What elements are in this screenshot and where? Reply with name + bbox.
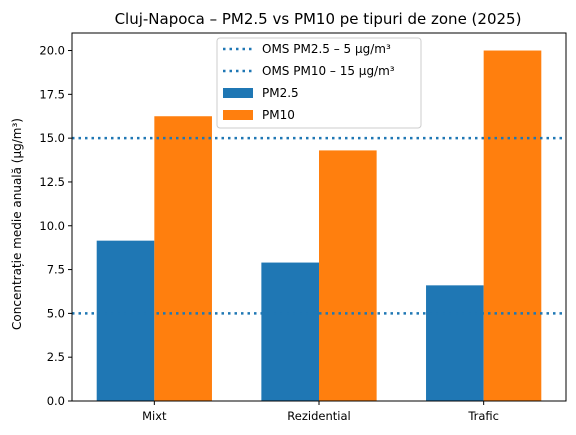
bar-pm25-0 [96,240,155,401]
x-tick-label: Rezidential [287,409,350,423]
y-tick-label: 7.5 [47,263,65,277]
chart-title: Cluj-Napoca – PM2.5 vs PM10 pe tipuri de… [115,10,522,28]
bars-group [96,50,542,402]
x-axis-ticks: Mixt Rezidential Trafic [142,401,499,423]
bar-pm10-2 [483,50,542,402]
y-axis-label: Concentrație medie anuală (µg/m³) [10,118,24,330]
bar-pm25-1 [261,262,319,401]
y-axis-ticks: 0.0 2.5 5.0 7.5 10.0 12.5 15.0 17.5 20.0 [39,44,72,408]
y-tick-label: 10.0 [39,219,65,233]
reference-lines-group [72,136,566,315]
y-tick-label: 12.5 [39,175,65,189]
y-tick-label: 15.0 [39,131,65,145]
legend-label: PM10 [262,108,295,122]
bar-pm10-1 [319,150,377,401]
y-tick-label: 2.5 [47,350,65,364]
bar-pm10-0 [154,116,212,401]
y-tick-label: 17.5 [39,87,65,101]
x-tick-label: Trafic [467,409,499,423]
legend: OMS PM2.5 – 5 µg/m³ OMS PM10 – 15 µg/m³ PM… [216,37,422,129]
y-tick-label: 20.0 [39,44,65,58]
legend-box [216,37,422,129]
legend-label: OMS PM10 – 15 µg/m³ [262,64,395,78]
legend-patch-swatch [223,88,253,98]
legend-patch-swatch [223,110,253,120]
x-tick-label: Mixt [142,409,167,423]
legend-label: OMS PM2.5 – 5 µg/m³ [262,42,391,56]
legend-label: PM2.5 [262,86,299,100]
bar-pm25-2 [426,285,484,401]
y-tick-label: 0.0 [47,394,65,408]
y-tick-label: 5.0 [47,306,65,320]
